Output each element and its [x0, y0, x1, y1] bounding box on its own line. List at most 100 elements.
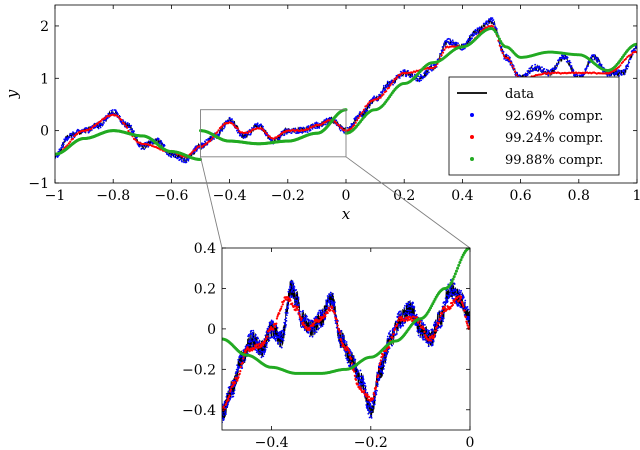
point — [367, 408, 370, 411]
point — [161, 143, 164, 146]
point — [617, 65, 621, 69]
point — [497, 37, 501, 41]
point — [476, 32, 478, 35]
point — [609, 74, 612, 77]
point — [229, 388, 232, 391]
point — [295, 296, 298, 298]
point — [620, 62, 623, 65]
point — [59, 148, 62, 150]
point — [237, 358, 240, 361]
point — [463, 309, 466, 312]
point — [374, 388, 377, 391]
point — [284, 321, 287, 324]
point — [439, 310, 441, 313]
point — [263, 129, 266, 133]
point — [362, 378, 365, 381]
point — [73, 134, 76, 138]
point — [457, 263, 461, 267]
point — [128, 126, 131, 129]
point — [500, 45, 503, 48]
point — [311, 127, 314, 130]
point — [264, 131, 267, 134]
point — [337, 124, 341, 127]
point — [131, 128, 134, 131]
point — [602, 70, 604, 73]
point — [324, 123, 327, 126]
point — [347, 349, 351, 352]
point — [225, 402, 228, 405]
zoom-box — [200, 109, 347, 158]
point — [248, 334, 251, 337]
point — [231, 122, 234, 125]
point — [428, 339, 431, 342]
point — [365, 395, 368, 398]
point — [446, 300, 449, 303]
point — [229, 396, 232, 399]
point — [388, 336, 391, 339]
point — [398, 73, 402, 77]
point — [386, 337, 389, 340]
point — [282, 327, 285, 330]
point — [314, 127, 317, 130]
point — [388, 331, 391, 334]
legend: data 92.69% compr. 99.24% compr. 99.88% com… — [448, 76, 620, 176]
point — [464, 301, 466, 304]
point — [280, 305, 283, 308]
point — [378, 379, 381, 381]
point — [283, 331, 286, 334]
point — [322, 316, 325, 319]
point — [453, 283, 456, 285]
point — [260, 356, 263, 359]
point — [325, 117, 328, 120]
point — [355, 115, 358, 118]
point — [177, 156, 180, 159]
point — [287, 303, 290, 306]
point — [313, 322, 316, 325]
point — [324, 315, 327, 318]
point — [452, 275, 456, 279]
point — [518, 74, 521, 76]
point — [174, 154, 177, 157]
point — [572, 69, 575, 72]
point — [576, 74, 579, 77]
point — [422, 327, 426, 330]
point — [297, 308, 300, 311]
point — [568, 59, 571, 62]
point — [272, 337, 275, 340]
point — [278, 138, 281, 141]
point — [447, 37, 450, 40]
point — [61, 142, 64, 144]
point — [241, 361, 244, 364]
point — [357, 116, 360, 120]
point — [309, 129, 312, 132]
point — [412, 302, 415, 304]
point — [580, 74, 583, 77]
point — [333, 305, 336, 308]
point — [302, 309, 304, 312]
point — [418, 80, 421, 82]
point — [246, 131, 249, 135]
point — [379, 369, 382, 372]
point — [596, 61, 599, 63]
point — [290, 290, 293, 293]
point — [302, 321, 305, 324]
point — [110, 109, 113, 112]
point — [223, 400, 226, 403]
point — [283, 128, 286, 131]
point — [408, 309, 410, 312]
point — [397, 319, 400, 322]
point — [367, 412, 370, 415]
x-tick-label: −0.2 — [354, 435, 388, 450]
point — [437, 313, 440, 315]
point — [633, 48, 635, 50]
point — [355, 367, 358, 370]
point — [375, 385, 378, 389]
point — [335, 119, 338, 122]
point — [312, 330, 315, 333]
point — [99, 120, 102, 123]
point — [352, 356, 355, 358]
point — [353, 124, 356, 127]
point — [403, 319, 407, 322]
point — [495, 32, 499, 36]
point — [275, 317, 279, 320]
